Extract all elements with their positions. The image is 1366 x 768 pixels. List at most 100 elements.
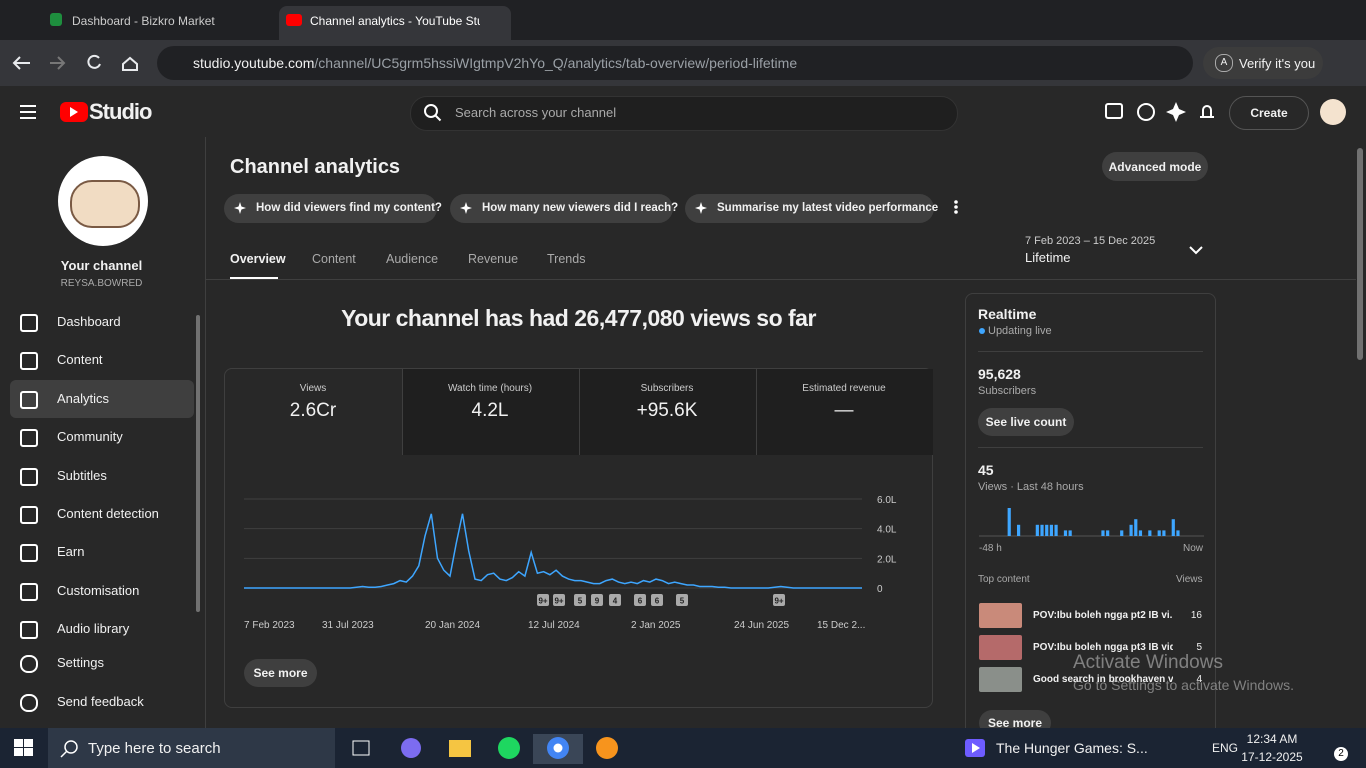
tab-underline <box>230 277 278 280</box>
video-marker-label: 5 <box>680 597 685 606</box>
nav-icon <box>20 391 38 409</box>
search-icon <box>424 104 442 122</box>
chip-label: Summarise my latest video performance <box>717 202 939 214</box>
chip[interactable]: Summarise my latest video performance <box>685 194 938 223</box>
nav-item[interactable]: Community <box>57 429 123 444</box>
y-tick-label: 0 <box>877 584 883 595</box>
y-tick-label: 6.0L <box>877 495 897 506</box>
nav-item[interactable]: Content detection <box>57 506 159 521</box>
create-button[interactable]: Create <box>1229 96 1309 130</box>
metric-value: +95.6K <box>636 400 698 421</box>
analytics-tab[interactable]: Content <box>312 252 356 266</box>
metric-tile[interactable] <box>579 369 756 455</box>
studio-logo[interactable] <box>18 100 148 124</box>
realtime-subscribers: 95,628 <box>978 366 1021 382</box>
realtime-bars <box>979 508 1204 537</box>
analytics-tab[interactable]: Revenue <box>468 252 519 266</box>
nav-item[interactable]: Earn <box>57 544 85 559</box>
period-dropdown[interactable] <box>1188 244 1204 256</box>
thumbnail <box>979 635 1022 660</box>
sidebar-divider <box>205 137 206 728</box>
analytics-tab[interactable]: Overview <box>230 252 286 266</box>
metric-value: — <box>834 400 854 421</box>
clock-date[interactable]: 17-12-2025 <box>1241 750 1303 764</box>
item-title[interactable]: Good search in brookhaven v... <box>1033 674 1173 685</box>
y-tick-label: 4.0L <box>877 525 897 536</box>
realtime-bar <box>1176 530 1180 536</box>
video-marker-label: 9+ <box>554 597 563 606</box>
chip-label: How many new viewers did I reach? <box>482 202 679 214</box>
tabs-divider <box>206 279 1356 280</box>
realtime-bar <box>1045 524 1049 536</box>
nav-item[interactable]: Send feedback <box>57 694 144 709</box>
metric-label: Estimated revenue <box>802 383 886 394</box>
nav-item[interactable]: Subtitles <box>57 468 107 483</box>
realtime-bar <box>1063 530 1068 536</box>
chip-icon <box>460 202 472 214</box>
video-marker-label: 9+ <box>538 597 547 606</box>
nav-item[interactable]: Dashboard <box>57 314 121 329</box>
advanced-label: Advanced mode <box>1108 159 1202 174</box>
search-box[interactable] <box>410 96 958 131</box>
video-marker <box>634 594 646 606</box>
sidebar-scrollbar <box>196 315 200 612</box>
nav-active <box>10 380 194 418</box>
realtime-bar <box>1007 508 1011 536</box>
divider <box>978 351 1203 352</box>
more-icon[interactable] <box>946 198 966 218</box>
page-title: Channel analytics <box>230 156 401 178</box>
notification-count[interactable]: 2 <box>1334 747 1348 761</box>
realtime-bar <box>1134 519 1138 536</box>
nav-buttons[interactable] <box>0 40 150 86</box>
metric-label: Views <box>299 383 327 394</box>
video-marker <box>676 594 688 606</box>
advanced-mode[interactable]: Advanced mode <box>1102 152 1208 181</box>
tab[interactable] <box>279 6 511 40</box>
profile-button[interactable] <box>1203 47 1323 79</box>
nav-item[interactable]: Analytics <box>57 391 110 406</box>
live-dot <box>979 328 985 334</box>
video-marker-label: 6 <box>638 597 643 606</box>
nav-icon <box>20 506 38 524</box>
watermark-title: Activate Windows <box>1073 652 1223 673</box>
video-marker-label: 9+ <box>774 597 783 606</box>
chip[interactable]: How many new viewers did I reach? <box>450 194 678 223</box>
avatar-small[interactable] <box>1320 99 1346 125</box>
url: studio.youtube.com/channel/UC5grm5hssiWI… <box>193 55 797 71</box>
clock-time[interactable]: 12:34 AM <box>1246 732 1298 746</box>
nav-icon <box>20 429 38 447</box>
realtime-bar <box>1040 524 1044 536</box>
taskbar-apps[interactable] <box>345 734 625 764</box>
chip-label: How did viewers find my content? <box>256 202 442 214</box>
nav-item[interactable]: Audio library <box>57 621 130 636</box>
nav-item[interactable]: Content <box>57 352 103 367</box>
verify-text: Verify it's you <box>1239 56 1316 71</box>
favicon <box>286 14 302 26</box>
views-chart: 0 2.0L 4.0L 6.0L 7 Feb 2023 31 Jul 2023 20 Jan… <box>244 495 897 631</box>
language[interactable]: ENG <box>1212 741 1239 755</box>
analytics-tab[interactable]: Audience <box>386 252 439 266</box>
start-button[interactable] <box>14 739 34 757</box>
chip[interactable]: How did viewers find my content? <box>224 194 442 223</box>
address-bar[interactable] <box>157 46 1193 80</box>
metric-value: 2.6Cr <box>289 400 337 421</box>
item-title[interactable]: POV:Ibu boleh ngga pt2 IB vi... <box>1033 610 1173 621</box>
analytics-tab[interactable]: Trends <box>547 252 586 266</box>
video-marker <box>609 594 621 606</box>
see-more-button[interactable]: See more <box>244 659 317 687</box>
y-tick-label: 2.0L <box>877 554 897 565</box>
realtime-see-more-label: See more <box>987 716 1043 730</box>
live-count-button[interactable]: See live count <box>978 408 1074 436</box>
nav-item[interactable]: Settings <box>57 655 104 670</box>
metric-tile[interactable] <box>756 369 933 455</box>
item-title[interactable]: POV:Ibu boleh ngga pt3 IB vid... <box>1033 642 1173 653</box>
taskbar-search[interactable] <box>48 728 335 768</box>
header-icons[interactable] <box>1100 100 1220 124</box>
item-views: 16 <box>1190 610 1202 621</box>
media-title[interactable]: The Hunger Games: S... <box>996 740 1148 756</box>
top-content-title: Top content <box>978 574 1030 585</box>
chip-icon <box>695 202 707 214</box>
nav-item[interactable]: Customisation <box>57 583 140 598</box>
metric-tile[interactable] <box>402 369 579 455</box>
